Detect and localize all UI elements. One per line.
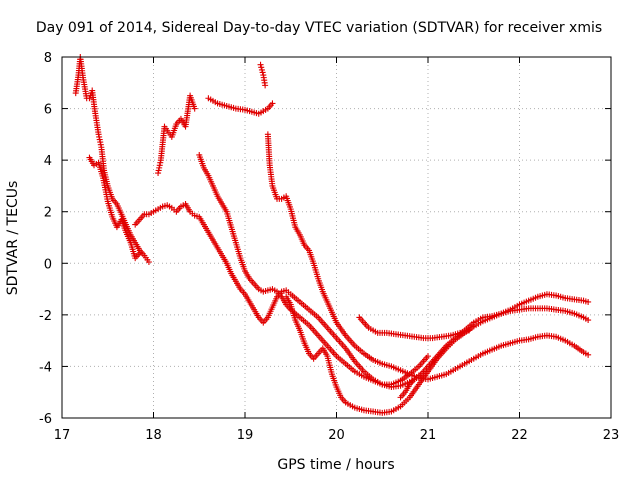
x-tick-labels: 17 18 19 20 21 22 23 — [54, 428, 620, 443]
y-tick-label: -4 — [39, 360, 52, 375]
y-tick-label: 0 — [44, 257, 52, 272]
data-point — [191, 105, 198, 112]
axis-ticks — [61, 56, 612, 419]
data-point — [585, 351, 592, 358]
data-point — [585, 317, 592, 324]
x-tick-label: 21 — [420, 428, 437, 443]
data-point — [269, 100, 276, 107]
series-track-a — [72, 54, 152, 265]
data-point — [466, 327, 473, 334]
y-tick-label: 8 — [44, 51, 52, 66]
series-track-c — [132, 200, 592, 391]
data-point — [145, 258, 152, 265]
grid-lines — [62, 57, 611, 418]
y-tick-label: -6 — [39, 412, 52, 427]
data-point — [415, 372, 422, 379]
data-point — [136, 249, 143, 256]
y-tick-label: 2 — [44, 206, 52, 221]
x-tick-label: 17 — [54, 428, 71, 443]
x-axis-title: GPS time / hours — [277, 457, 394, 473]
x-tick-label: 18 — [145, 428, 162, 443]
data-point — [262, 82, 269, 89]
data-point — [259, 69, 266, 76]
data-point — [258, 66, 265, 73]
y-axis-title: SDTVAR / TECUs — [5, 181, 21, 296]
data-point — [258, 64, 265, 71]
data-marks — [72, 54, 592, 416]
series-track-d — [155, 92, 431, 388]
data-point — [425, 353, 431, 360]
y-tick-labels: -6 -4 -2 0 2 4 6 8 — [39, 51, 52, 427]
series-track-e — [205, 61, 592, 383]
data-point — [86, 95, 93, 102]
data-point — [257, 61, 264, 68]
series-track-b — [86, 154, 143, 262]
x-tick-label: 19 — [237, 428, 254, 443]
series-track-f — [283, 291, 592, 416]
x-tick-label: 20 — [328, 428, 345, 443]
series-track-g — [356, 314, 473, 401]
y-tick-label: 6 — [44, 103, 52, 118]
y-tick-label: 4 — [44, 154, 52, 169]
x-tick-label: 23 — [603, 428, 620, 443]
data-point — [585, 298, 592, 305]
y-tick-label: -2 — [39, 309, 52, 324]
chart-title: Day 091 of 2014, Sidereal Day-to-day VTE… — [36, 20, 602, 36]
x-tick-label: 22 — [511, 428, 528, 443]
